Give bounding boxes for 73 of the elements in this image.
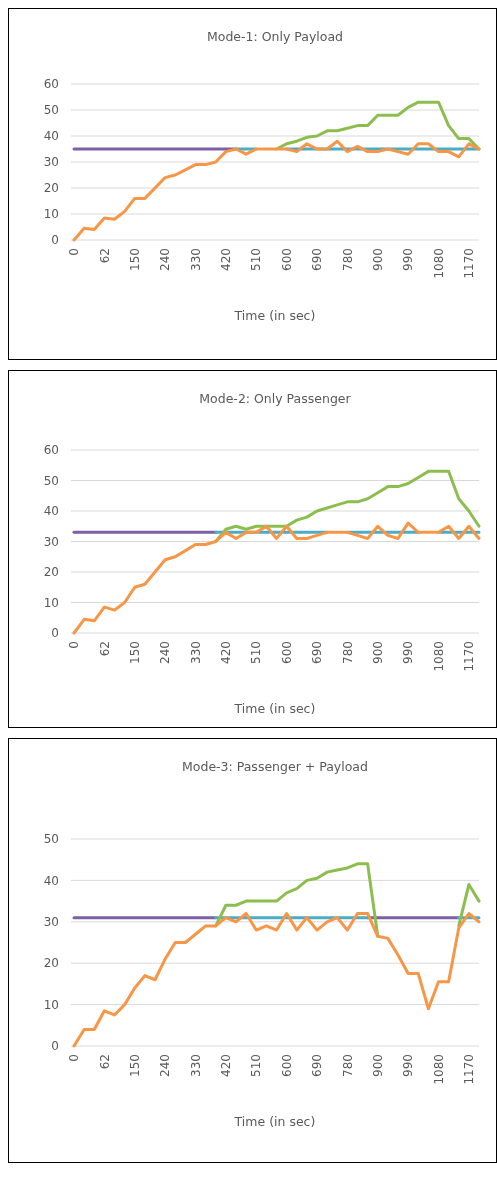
x-axis-title: Time (in sec) bbox=[233, 1114, 316, 1129]
x-tick-label: 62 bbox=[97, 641, 112, 657]
x-tick-label: 420 bbox=[219, 248, 234, 271]
y-tick-label: 30 bbox=[43, 534, 59, 549]
x-tick-label: 330 bbox=[188, 641, 203, 664]
y-tick-label: 0 bbox=[51, 233, 59, 248]
x-tick-label: 600 bbox=[279, 248, 294, 271]
x-tick-label: 1170 bbox=[462, 641, 477, 672]
x-tick-label: 62 bbox=[97, 248, 112, 264]
x-tick-label: 0 bbox=[67, 248, 82, 256]
x-tick-label: 510 bbox=[249, 248, 264, 271]
chart-title: Mode-1: Only Payload bbox=[206, 29, 344, 44]
x-tick-label: 420 bbox=[219, 641, 234, 664]
x-tick-label: 990 bbox=[401, 248, 416, 271]
y-tick-label: 20 bbox=[43, 565, 59, 580]
x-tick-label: 330 bbox=[188, 1054, 203, 1077]
x-tick-label: 780 bbox=[340, 641, 355, 664]
x-tick-label: 150 bbox=[127, 641, 142, 664]
y-tick-label: 60 bbox=[43, 77, 59, 92]
x-tick-label: 1080 bbox=[431, 641, 446, 672]
x-tick-label: 990 bbox=[401, 1054, 416, 1077]
y-tick-label: 50 bbox=[43, 103, 59, 118]
y-tick-label: 0 bbox=[51, 626, 59, 641]
x-tick-label: 330 bbox=[188, 248, 203, 271]
x-tick-label: 1170 bbox=[462, 1054, 477, 1085]
x-tick-label: 150 bbox=[127, 1054, 142, 1077]
x-tick-label: 600 bbox=[279, 1054, 294, 1077]
chart-title: Mode-2: Only Passenger bbox=[199, 391, 352, 406]
x-tick-label: 780 bbox=[340, 1054, 355, 1077]
y-tick-label: 40 bbox=[43, 129, 59, 144]
chart-title: Mode-3: Passenger + Payload bbox=[182, 759, 368, 774]
x-tick-label: 690 bbox=[310, 641, 325, 664]
x-tick-label: 690 bbox=[310, 1054, 325, 1077]
y-tick-label: 10 bbox=[43, 207, 59, 222]
x-tick-label: 510 bbox=[249, 1054, 264, 1077]
x-tick-label: 420 bbox=[219, 1054, 234, 1077]
y-tick-label: 20 bbox=[43, 181, 59, 196]
y-tick-label: 10 bbox=[43, 997, 59, 1012]
y-tick-label: 30 bbox=[43, 915, 59, 929]
x-tick-label: 690 bbox=[310, 248, 325, 271]
x-axis-title: Time (in sec) bbox=[233, 701, 316, 716]
x-tick-label: 1170 bbox=[462, 248, 477, 279]
line-series bbox=[72, 521, 481, 635]
x-axis-title: Time (in sec) bbox=[233, 308, 316, 323]
x-tick-label: 900 bbox=[370, 641, 385, 664]
x-tick-label: 780 bbox=[340, 248, 355, 271]
x-tick-label: 0 bbox=[67, 641, 82, 649]
x-tick-label: 240 bbox=[158, 248, 173, 271]
y-tick-label: 40 bbox=[43, 504, 59, 519]
x-tick-label: 240 bbox=[158, 1054, 173, 1077]
x-tick-label: 0 bbox=[67, 1054, 82, 1062]
x-tick-label: 62 bbox=[97, 1054, 112, 1070]
x-tick-label: 1080 bbox=[431, 248, 446, 279]
y-tick-label: 60 bbox=[43, 443, 59, 458]
y-tick-label: 50 bbox=[43, 832, 59, 847]
y-tick-label: 50 bbox=[43, 473, 59, 488]
line-series bbox=[72, 912, 481, 1048]
y-tick-label: 40 bbox=[43, 873, 59, 888]
y-tick-label: 30 bbox=[43, 155, 59, 170]
x-tick-label: 990 bbox=[401, 641, 416, 664]
line-series bbox=[214, 469, 481, 543]
x-tick-label: 150 bbox=[127, 248, 142, 271]
y-tick-label: 0 bbox=[51, 1039, 59, 1054]
y-tick-label: 20 bbox=[43, 956, 59, 971]
x-tick-label: 900 bbox=[370, 248, 385, 271]
line-series bbox=[275, 100, 481, 151]
y-tick-label: 10 bbox=[43, 595, 59, 610]
x-tick-label: 600 bbox=[279, 641, 294, 664]
x-tick-label: 1080 bbox=[431, 1054, 446, 1085]
line-series bbox=[72, 139, 481, 242]
x-tick-label: 900 bbox=[370, 1054, 385, 1077]
x-tick-label: 240 bbox=[158, 641, 173, 664]
x-tick-label: 510 bbox=[249, 641, 264, 664]
